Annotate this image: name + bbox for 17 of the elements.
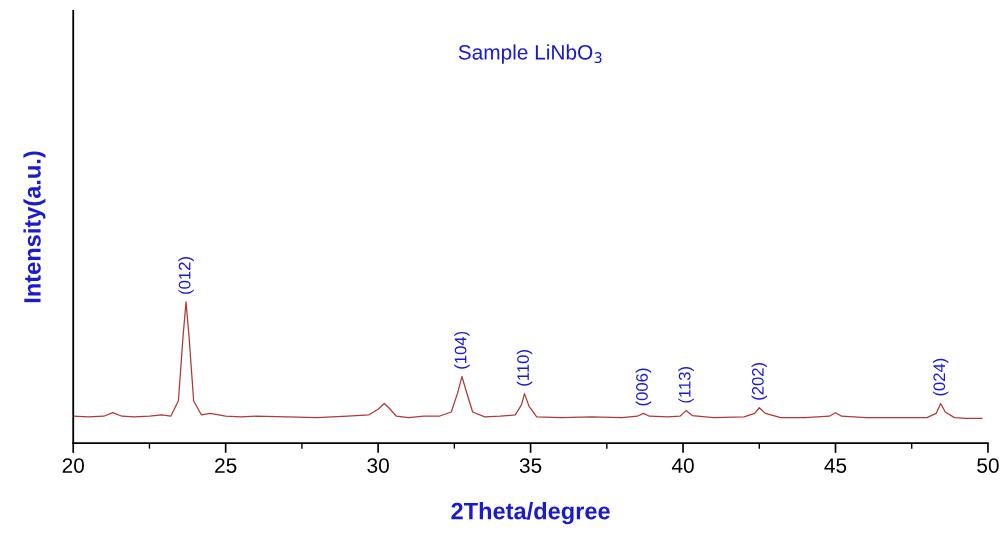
y-axis-title: Intensity(a.u.) — [23, 151, 46, 303]
x-tick-label: 30 — [367, 458, 389, 473]
chart-title: Sample LiNbO$_{3}$ — [458, 44, 602, 64]
annotation: (006) — [635, 368, 652, 406]
x-axis-title: 2Theta/degree — [451, 502, 610, 525]
annotation: (113) — [678, 367, 694, 403]
annotation: (110) — [516, 350, 533, 386]
x-tick-label: 35 — [519, 458, 542, 473]
annotation: (104) — [454, 331, 470, 369]
x-tick-label: 20 — [62, 458, 84, 473]
annotation: (024) — [932, 358, 949, 396]
x-tick-label: 50 — [977, 458, 999, 473]
annotation: (012) — [178, 257, 194, 294]
x-tick-label: 40 — [671, 458, 694, 473]
x-tick-label: 25 — [215, 458, 237, 473]
x-tick-label: 45 — [824, 458, 847, 473]
annotation: (202) — [751, 362, 768, 400]
